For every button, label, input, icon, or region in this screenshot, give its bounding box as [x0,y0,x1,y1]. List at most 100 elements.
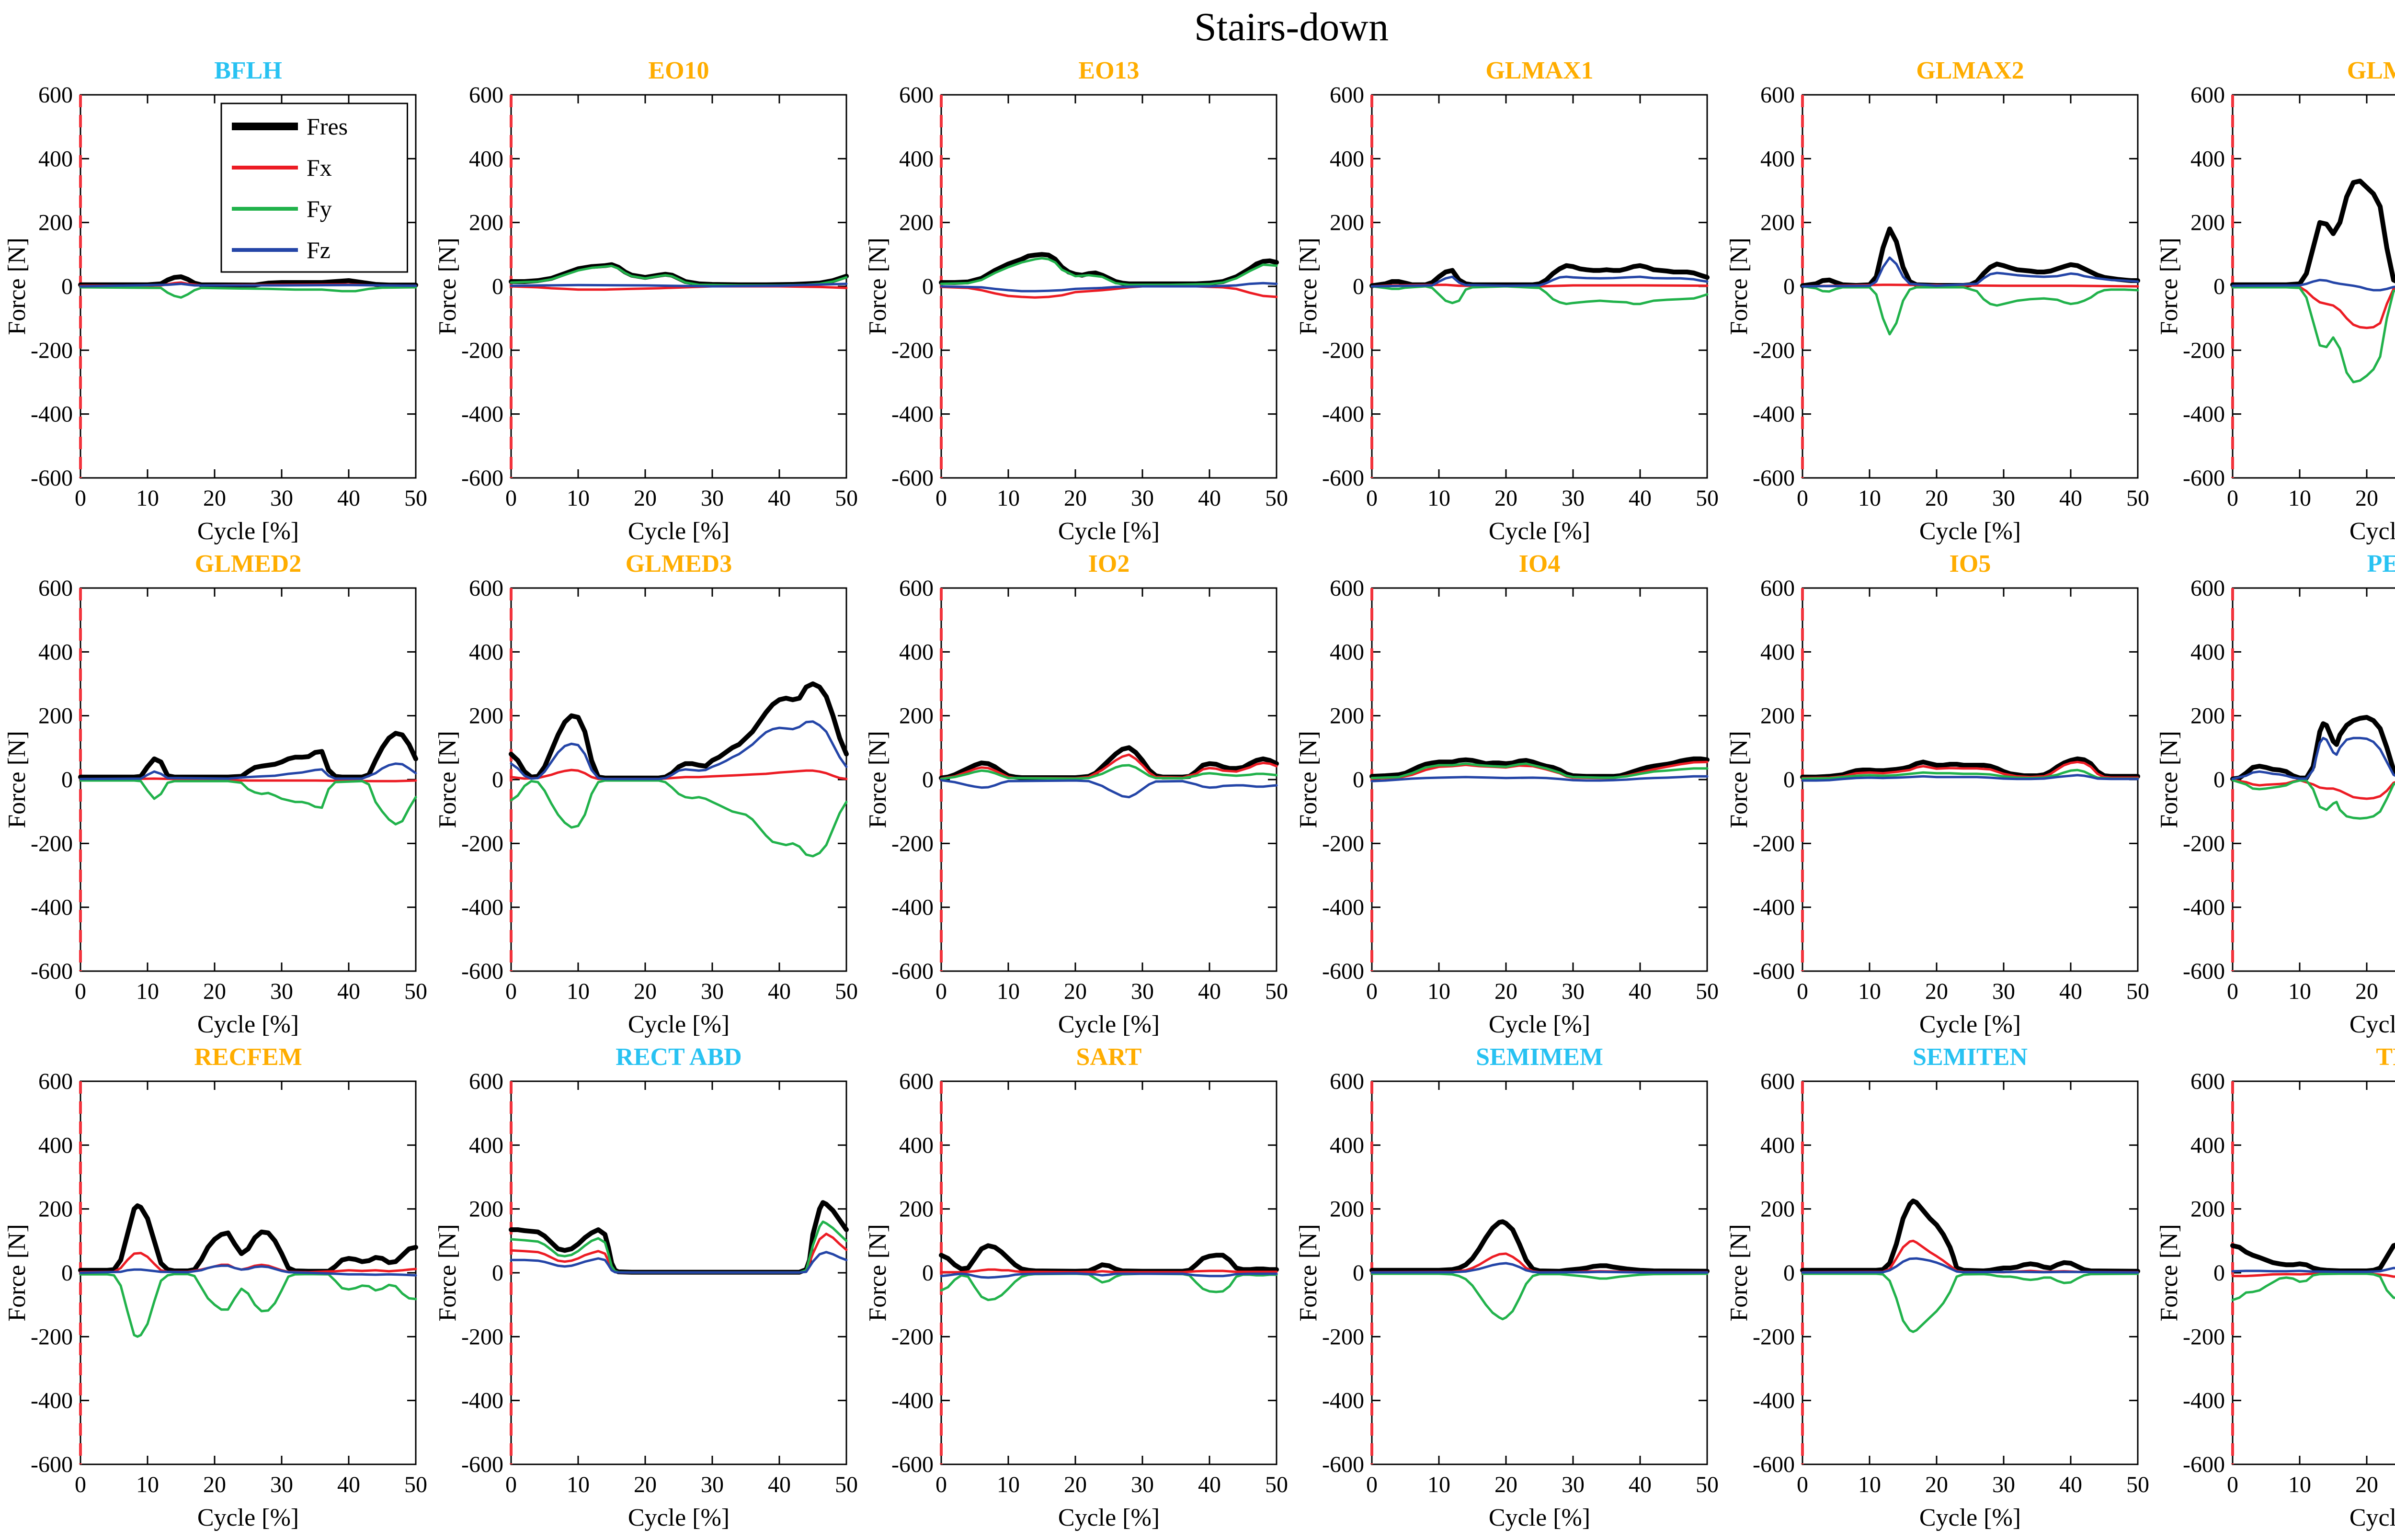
subplot-semiten: SEMITEN 0 10 20 30 40 50 -600 -400 -200 0 200 400 600… [1722,1040,2153,1533]
series-fy [79,1273,417,1338]
series-fz [510,283,848,288]
series-fz [1801,1257,2139,1274]
y-tick-label: 0 [492,767,503,793]
y-tick-label: -200 [1753,1324,1795,1349]
x-tick-label: 40 [337,979,360,1004]
x-tick-label: 20 [634,979,657,1004]
y-axis-label: Force [N] [1295,238,1322,335]
y-tick-label: 400 [2190,146,2225,171]
subplot-title: BFLH [214,57,282,84]
y-tick-label: 200 [1330,703,1364,729]
y-tick-label: 600 [469,576,503,601]
x-tick-label: 10 [136,1472,159,1497]
x-tick-label: 50 [835,486,858,511]
y-tick-label: -400 [461,895,503,920]
legend-label-fres: Fres [307,113,348,140]
y-tick-label: 0 [2213,767,2225,793]
y-tick-label: -600 [31,465,73,491]
x-tick-label: 0 [75,1472,86,1497]
x-axis-label: Cycle [%] [197,1504,299,1531]
x-tick-label: 50 [1265,486,1288,511]
plot-canvas: GLMED101020304050-600-400-2000200400600C… [2156,57,2395,545]
plot-canvas: SEMIMEM 0 10 20 30 40 50 -600 -400 -200 0 200 400 600… [1295,1043,1719,1531]
series-fz [1370,275,1709,288]
x-axis-label: Cycle [%] [1919,518,2021,545]
x-tick-label: 30 [1131,486,1154,511]
x-tick-label: 20 [1064,979,1087,1004]
x-tick-label: 0 [2227,486,2238,511]
x-tick-label: 20 [1064,486,1087,511]
y-axis-label: Force [N] [434,731,461,828]
x-tick-label: 30 [270,1472,293,1497]
y-tick-label: 200 [38,703,73,729]
y-tick-label: 400 [38,639,73,665]
y-tick-label: -600 [891,1452,934,1477]
y-tick-label: -600 [2183,959,2225,984]
y-tick-label: 0 [61,767,73,793]
plot-canvas: IO5 0 10 20 30 40 50 -600 -400 -200 0 200 400 600 Cycl… [1725,550,2149,1038]
y-tick-label: -400 [891,402,934,427]
x-tick-label: 40 [2059,486,2082,511]
y-tick-label: -600 [1753,465,1795,491]
series-fres [508,681,849,781]
x-tick-label: 20 [2355,486,2378,511]
series-fy [1370,1272,1709,1321]
x-tick-label: 0 [75,979,86,1004]
y-tick-label: -400 [1753,1388,1795,1414]
series-fz [940,1272,1278,1279]
subplot-title: IO4 [1519,550,1561,578]
y-tick-label: 600 [1330,82,1364,108]
y-tick-label: -400 [31,895,73,920]
x-tick-label: 40 [1198,979,1221,1004]
y-tick-label: 600 [38,82,73,108]
y-axis-label: Force [N] [864,1224,891,1322]
y-tick-label: 0 [492,274,503,299]
y-axis-label: Force [N] [864,731,891,828]
y-tick-label: -400 [1322,1388,1364,1414]
y-axis-label: Force [N] [3,731,31,828]
x-tick-label: 50 [2126,486,2149,511]
x-tick-label: 40 [1198,486,1221,511]
plot-canvas: RECT ABD 0 10 20 30 40 50 -600 -400 -200 0 200 400 60… [434,1043,858,1531]
x-tick-label: 10 [567,486,590,511]
y-tick-label: -200 [1753,338,1795,363]
y-tick-label: 0 [2213,274,2225,299]
x-tick-label: 0 [935,1472,947,1497]
series-fy [1801,285,2139,336]
series-fz [79,1264,417,1277]
subplot-bflh: BFLH 0 10 20 30 40 50 -600 -400 -200 0 200 400 600 Cyc… [0,54,431,547]
y-tick-label: 400 [1330,639,1364,665]
series-fz [510,720,848,781]
subplot-title: GLMED3 [625,550,731,578]
x-tick-label: 20 [1494,1472,1517,1497]
y-axis-label: Force [N] [434,238,461,335]
x-tick-label: 30 [1131,1472,1154,1497]
subplot-eo10: EO10 0 10 20 30 40 50 -600 -400 -200 0 200 400 600 Cyc… [431,54,861,547]
x-tick-label: 30 [270,979,293,1004]
x-tick-label: 20 [203,979,226,1004]
y-tick-label: -200 [461,831,503,856]
x-tick-label: 10 [1858,1472,1881,1497]
y-tick-label: -400 [31,402,73,427]
series-fy [510,779,848,858]
x-tick-label: 0 [505,486,517,511]
x-tick-label: 30 [701,979,724,1004]
x-tick-label: 50 [1265,979,1288,1004]
y-tick-label: 0 [1783,274,1795,299]
subplot-title: SART [1076,1043,1142,1071]
y-tick-label: 200 [1760,210,1795,236]
y-axis-label: Force [N] [1725,1224,1753,1322]
y-tick-label: 200 [2190,210,2225,236]
y-tick-label: 200 [38,1197,73,1222]
series-fres [939,745,1279,781]
plot-canvas: IO4 0 10 20 30 40 50 -600 -400 -200 0 200 400 600 Cycl… [1295,550,1719,1038]
x-tick-label: 40 [2059,979,2082,1004]
x-tick-label: 30 [701,486,724,511]
y-tick-label: 400 [1760,639,1795,665]
x-tick-label: 10 [1858,979,1881,1004]
series-fres [1369,1219,1710,1274]
series-fz [79,762,417,781]
x-tick-label: 40 [1198,1472,1221,1497]
series-fz [1370,1262,1709,1274]
